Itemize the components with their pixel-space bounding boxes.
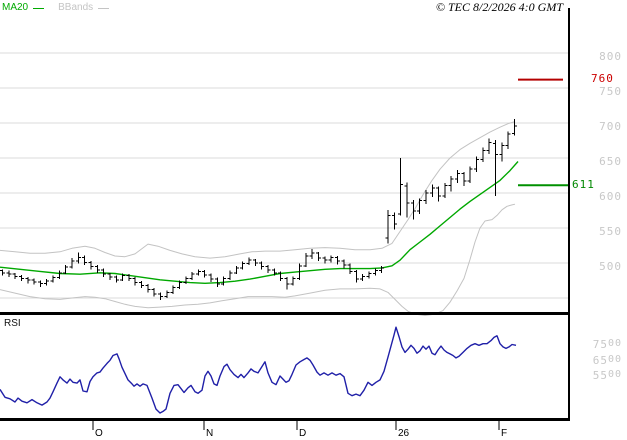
x-axis-label-october: O: [95, 428, 103, 439]
ma20-legend-swatch: [33, 8, 45, 9]
rsi-axis-label-55-base: 55: [592, 369, 608, 382]
rsi-panel-title: RSI: [4, 318, 21, 329]
price-axis-label-700: 700: [599, 120, 622, 133]
rsi-axis-label-75-sup: 00: [607, 338, 622, 349]
x-axis-label-december: D: [299, 428, 307, 439]
price-axis-label-500: 500: [599, 260, 622, 273]
rsi-axis-label-65-base: 65: [592, 354, 608, 367]
price-axis-label-550: 550: [599, 225, 622, 238]
price-axis-label-600: 600: [599, 190, 622, 203]
price-axis-label-750: 750: [599, 85, 622, 98]
bbands-legend-label: BBands: [58, 2, 94, 13]
x-axis-label-february: F: [501, 428, 508, 439]
rsi-axis-label-55-sup: 00: [607, 369, 622, 380]
legend: MA20 BBands: [2, 2, 123, 14]
price-axis-label-800: 800: [599, 50, 622, 63]
rsi-axis-label-55: 5500: [574, 369, 622, 383]
rsi-axis-label-75: 7500: [574, 338, 622, 352]
rsi-axis-label-75-base: 75: [592, 338, 608, 351]
ma20-legend-label: MA20: [2, 2, 29, 13]
resistance-level-label: 760: [591, 72, 614, 85]
rsi-axis-label-65: 6500: [574, 354, 622, 368]
x-axis-label-january-2026: 26: [398, 428, 410, 439]
price-axis-label-650: 650: [599, 155, 622, 168]
support-level-label: 611: [572, 178, 595, 191]
bbands-legend-swatch: [98, 8, 110, 9]
copyright-text: © TEC 8/2/2026 4:0 GMT: [435, 0, 563, 14]
x-axis-label-november: N: [206, 428, 214, 439]
rsi-axis-label-65-sup: 00: [607, 354, 622, 365]
